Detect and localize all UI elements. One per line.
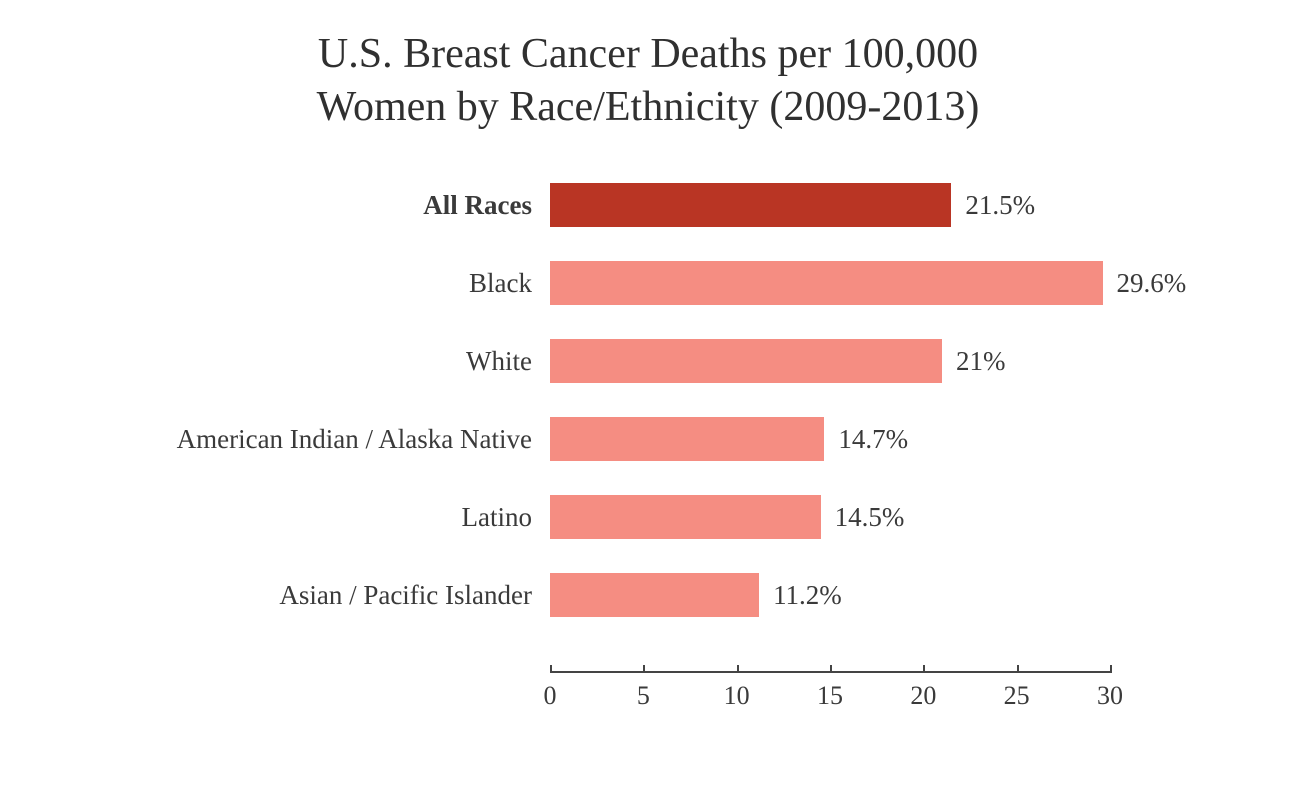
value-label: 14.5% — [835, 495, 905, 539]
plot-area: 051015202530 All Races21.5%Black29.6%Whi… — [120, 173, 1180, 733]
bar — [550, 339, 942, 383]
x-tick-label: 20 — [910, 681, 936, 711]
value-label: 21.5% — [965, 183, 1035, 227]
bar — [550, 495, 821, 539]
x-tick-label: 25 — [1004, 681, 1030, 711]
x-tick — [1017, 665, 1019, 673]
bar — [550, 573, 759, 617]
value-label: 29.6% — [1117, 261, 1187, 305]
bar — [550, 261, 1103, 305]
category-label: Asian / Pacific Islander — [120, 580, 550, 611]
x-axis: 051015202530 — [550, 671, 1110, 713]
bar — [550, 183, 951, 227]
chart-title-line2: Women by Race/Ethnicity (2009-2013) — [317, 84, 980, 130]
x-tick-label: 10 — [724, 681, 750, 711]
x-tick — [737, 665, 739, 673]
chart-container: U.S. Breast Cancer Deaths per 100,000 Wo… — [0, 0, 1296, 801]
category-label: All Races — [120, 190, 550, 221]
x-tick-label: 15 — [817, 681, 843, 711]
value-label: 21% — [956, 339, 1006, 383]
category-label: White — [120, 346, 550, 377]
value-label: 11.2% — [773, 573, 842, 617]
x-tick — [923, 665, 925, 673]
category-label: Black — [120, 268, 550, 299]
x-tick — [550, 665, 552, 673]
x-tick-label: 30 — [1097, 681, 1123, 711]
chart-title: U.S. Breast Cancer Deaths per 100,000 Wo… — [0, 28, 1296, 133]
value-label: 14.7% — [838, 417, 908, 461]
x-tick — [830, 665, 832, 673]
bar — [550, 417, 824, 461]
x-tick-label: 5 — [637, 681, 650, 711]
category-label: Latino — [120, 502, 550, 533]
category-label: American Indian / Alaska Native — [120, 424, 550, 455]
x-tick — [643, 665, 645, 673]
chart-title-line1: U.S. Breast Cancer Deaths per 100,000 — [318, 31, 978, 77]
x-tick — [1110, 665, 1112, 673]
x-tick-label: 0 — [544, 681, 557, 711]
